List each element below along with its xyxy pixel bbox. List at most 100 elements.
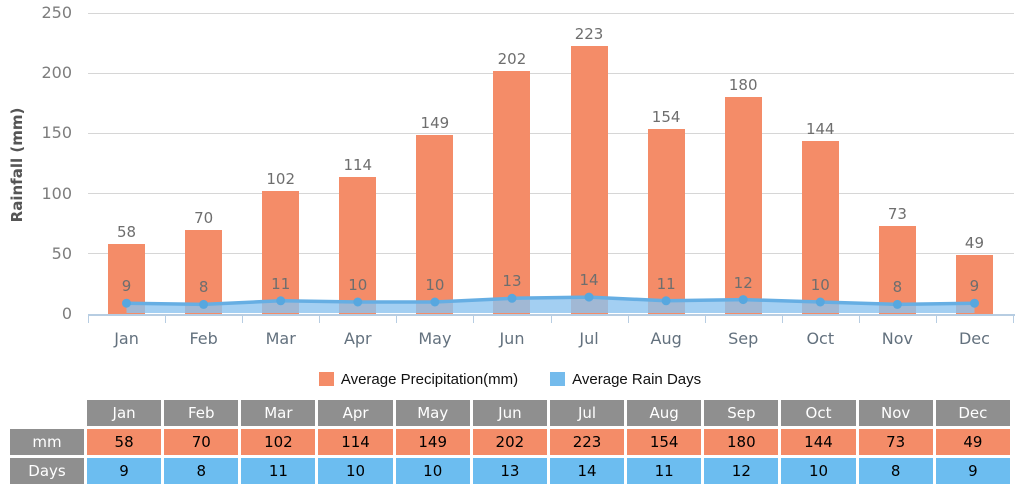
table-cell-rain-days: 10 xyxy=(781,458,856,484)
x-axis-tick xyxy=(1013,315,1014,323)
table-month-header: Oct xyxy=(781,400,856,426)
gridline xyxy=(88,12,1014,14)
rain-days-value-label: 11 xyxy=(656,274,676,293)
y-tick-label: 250 xyxy=(41,3,72,22)
x-axis-tick xyxy=(781,315,783,323)
table-cell-precipitation: 149 xyxy=(395,429,470,455)
rain-days-value-label: 10 xyxy=(348,275,368,294)
table-cell-precipitation: 49 xyxy=(935,429,1010,455)
bar-value-label: 202 xyxy=(497,49,527,68)
table-cell-precipitation: 180 xyxy=(704,429,779,455)
table-cell-rain-days: 8 xyxy=(164,458,239,484)
rain-days-value-label: 10 xyxy=(810,275,830,294)
x-axis-tick xyxy=(627,315,629,323)
table-row-label-mm: mm xyxy=(10,429,84,455)
rain-days-legend-label: Average Rain Days xyxy=(572,370,702,388)
table-cell-precipitation: 58 xyxy=(87,429,162,455)
y-tick-label: 100 xyxy=(41,183,72,203)
x-axis-tick xyxy=(704,315,706,323)
table-cell-precipitation: 154 xyxy=(627,429,702,455)
x-axis-tick xyxy=(550,315,552,323)
bar-value-label: 180 xyxy=(728,76,758,95)
table-cell-rain-days: 12 xyxy=(704,458,779,484)
rain-days-value-label: 12 xyxy=(733,273,753,292)
table-month-header: Feb xyxy=(164,400,239,426)
monthly-data-table: Jan Feb Mar Apr May Jun Jul Aug Sep Oct Nov Dec mm 58… xyxy=(7,397,1013,487)
x-tick-label: Jun xyxy=(499,329,525,348)
y-tick-label: 150 xyxy=(41,123,72,143)
table-cell-rain-days: 10 xyxy=(318,458,393,484)
x-axis-tick xyxy=(935,315,937,323)
table-cell-rain-days: 11 xyxy=(627,458,702,484)
x-axis-tick xyxy=(473,315,475,323)
table-cell-precipitation: 114 xyxy=(318,429,393,455)
precipitation-bar xyxy=(724,97,762,314)
table-month-header: Jan xyxy=(87,400,162,426)
rain-days-value-label: 9 xyxy=(121,277,132,296)
table-month-header: Aug xyxy=(627,400,702,426)
table-month-header: Sep xyxy=(704,400,779,426)
y-tick-label: 200 xyxy=(41,63,72,83)
rain-days-legend-swatch-icon xyxy=(550,372,566,386)
bar-value-label: 70 xyxy=(194,208,214,227)
table-cell-rain-days: 11 xyxy=(241,458,316,484)
rain-days-value-label: 13 xyxy=(502,272,522,291)
x-tick-label: Nov xyxy=(881,329,913,348)
table-cell-rain-days: 13 xyxy=(472,458,547,484)
gridline xyxy=(88,72,1014,74)
bar-value-label: 114 xyxy=(343,155,373,174)
table-month-header: Jun xyxy=(472,400,547,426)
precipitation-legend-swatch-icon xyxy=(318,372,334,386)
y-tick-label: 0 xyxy=(61,304,72,323)
bar-value-label: 154 xyxy=(651,107,681,126)
x-tick-label: Jul xyxy=(579,329,599,348)
table-cell-precipitation: 73 xyxy=(858,429,933,455)
x-tick-label: May xyxy=(418,329,452,348)
precipitation-bar xyxy=(570,45,608,314)
bar-value-label: 149 xyxy=(420,113,450,132)
precipitation-bar xyxy=(416,134,454,314)
y-tick-label: 50 xyxy=(51,243,72,263)
x-tick-label: Sep xyxy=(728,329,759,348)
table-corner-cell xyxy=(10,400,84,426)
bar-value-label: 102 xyxy=(266,170,296,189)
table-cell-rain-days: 9 xyxy=(87,458,162,484)
table-month-header: Nov xyxy=(858,400,933,426)
bar-value-label: 223 xyxy=(574,24,604,43)
bar-value-label: 73 xyxy=(887,205,907,224)
rain-days-value-label: 10 xyxy=(425,275,445,294)
bar-value-label: 144 xyxy=(805,119,835,138)
table-cell-precipitation: 144 xyxy=(781,429,856,455)
table-month-header: Mar xyxy=(241,400,316,426)
rain-days-value-label: 8 xyxy=(892,278,903,297)
gridline xyxy=(88,193,1014,195)
x-tick-label: Mar xyxy=(265,329,296,348)
gridline xyxy=(88,253,1014,255)
x-axis-tick xyxy=(165,315,167,323)
rain-days-value-label: 9 xyxy=(969,277,980,296)
table-month-header: Apr xyxy=(318,400,393,426)
x-tick-label: Apr xyxy=(343,329,372,348)
x-axis-tick xyxy=(242,315,244,323)
x-tick-label: Jan xyxy=(114,329,139,348)
bar-value-label: 49 xyxy=(964,234,984,252)
table-month-header: May xyxy=(395,400,470,426)
table-cell-precipitation: 223 xyxy=(549,429,625,455)
rainfall-chart: Rainfall (mm) 0 50 100 150 200 250 Jan Feb Mar Ap… xyxy=(8,3,1015,348)
precipitation-bar xyxy=(262,191,300,314)
table-row-label-days: Days xyxy=(10,458,84,484)
table-cell-rain-days: 14 xyxy=(549,458,625,484)
x-tick-label: Oct xyxy=(806,329,835,348)
bar-value-label: 58 xyxy=(116,223,137,242)
table-cell-rain-days: 9 xyxy=(935,458,1010,484)
rain-days-value-label: 11 xyxy=(271,274,291,293)
x-tick-label: Dec xyxy=(958,329,990,348)
x-tick-label: Aug xyxy=(650,329,682,348)
x-tick-label: Feb xyxy=(189,329,218,348)
axes-and-grid-layer: 0 50 100 150 200 250 Jan Feb Mar Apr May Jun Jul Aug S… xyxy=(41,3,1015,348)
table-month-header: Jul xyxy=(549,400,625,426)
table-cell-precipitation: 202 xyxy=(472,429,547,455)
precipitation-legend-label: Average Precipitation(mm) xyxy=(340,370,519,388)
x-axis-tick xyxy=(88,315,89,323)
rain-days-value-label: 8 xyxy=(198,278,209,297)
